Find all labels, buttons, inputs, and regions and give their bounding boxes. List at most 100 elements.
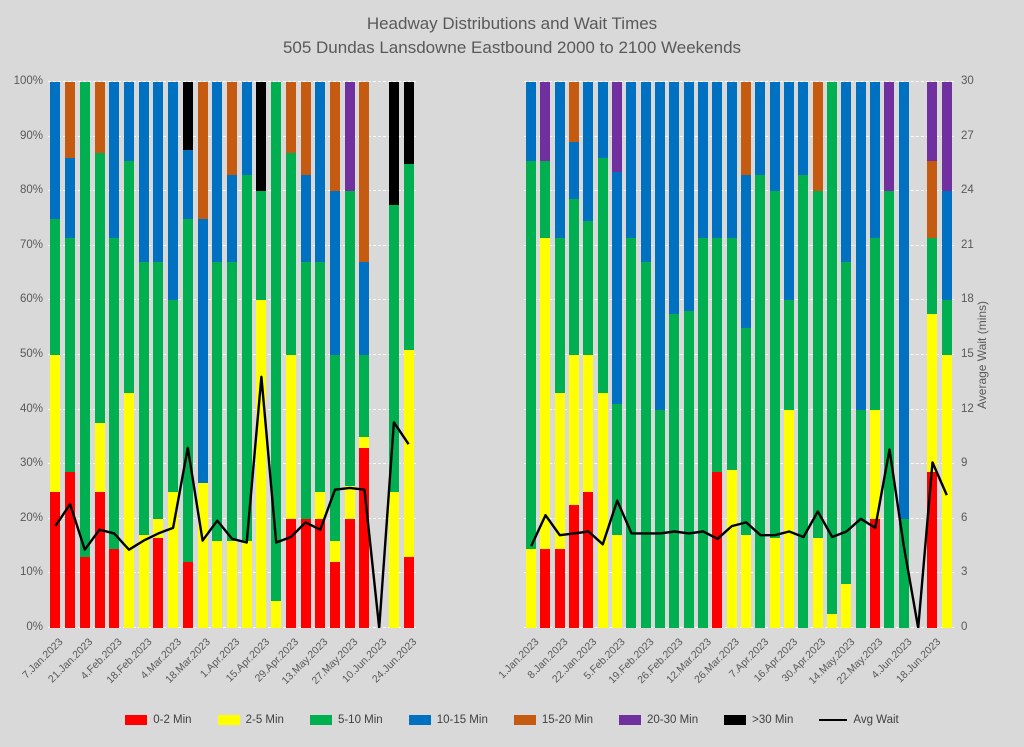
left-axis-tick: 60% (19, 293, 43, 306)
segment-g (300, 262, 311, 519)
stacked-bar-7.Jan.2023 (50, 82, 61, 628)
segment-y (138, 535, 149, 628)
segment-o (330, 82, 341, 192)
right-axis-tick: 0 (961, 621, 968, 633)
segment-g (755, 174, 766, 628)
bar-slot (825, 82, 839, 628)
segment-g (212, 262, 223, 541)
segment-b (153, 82, 164, 263)
segment-y (554, 393, 565, 549)
stacked-bar-28.May.2023 (884, 82, 895, 628)
legend-color-swatch (309, 715, 332, 725)
segment-r (50, 491, 61, 628)
segment-g (94, 152, 105, 424)
segment-r (330, 562, 341, 628)
stacked-bar-4.Mar.2023 (168, 82, 179, 628)
stacked-bar-27.May.2023 (344, 82, 355, 628)
stacked-bar-25.Jun.2023 (941, 82, 952, 628)
bar-slot (48, 82, 63, 628)
segment-b (597, 82, 608, 159)
segment-g (841, 262, 852, 585)
left-axis-tick: 10% (19, 566, 43, 579)
segment-y (256, 300, 267, 628)
segment-b (898, 82, 909, 519)
segment-g (898, 518, 909, 628)
segment-g (138, 262, 149, 536)
segment-b (168, 82, 179, 301)
bar-slot (225, 82, 240, 628)
right-axis-tick: 21 (961, 238, 974, 251)
segment-k (182, 82, 193, 151)
segment-r (182, 562, 193, 628)
segment-y (769, 537, 780, 628)
right-axis-tick: 6 (961, 511, 968, 524)
chart-subtitle: 505 Dundas Lansdowne Eastbound 2000 to 2… (282, 38, 742, 57)
segment-b (315, 82, 326, 263)
bar-slot (682, 82, 696, 628)
segment-o (300, 82, 311, 175)
x-axis-labels-right: 1.Jan.2023 8.Jan.2023 22.Jan.2023 5.Feb.202… (496, 634, 954, 704)
segment-g (256, 191, 267, 301)
bar-slot (596, 82, 610, 628)
segment-b (755, 82, 766, 175)
bar-slot (696, 82, 710, 628)
bar-slot (897, 82, 911, 628)
bar-slot (624, 82, 638, 628)
segment-b (841, 82, 852, 263)
left-axis-tick: 30% (19, 457, 43, 470)
segment-y (540, 237, 551, 549)
bar-slot (210, 82, 225, 628)
bar-slot (882, 82, 896, 628)
segment-b (726, 82, 737, 238)
stacked-bar-5.Mar.2023 (683, 82, 694, 628)
bar-slot (239, 82, 254, 628)
legend-item-0-2 Min: 0-2 Min (125, 714, 192, 726)
segment-r (94, 491, 105, 628)
legend-label: 5-10 Min (337, 714, 383, 726)
segment-o (741, 82, 752, 175)
legend-item-Avg Wait: Avg Wait (819, 714, 899, 726)
segment-o (927, 161, 938, 238)
legend-item-2-5 Min: 2-5 Min (217, 714, 284, 726)
segment-g (784, 300, 795, 410)
bar-slot (328, 82, 343, 628)
segment-y (927, 314, 938, 473)
legend: 0-2 Min 2-5 Min 5-10 Min 10-15 Min 15-20 Min… (0, 714, 1024, 726)
stacked-bar-25.Feb.2023 (153, 82, 164, 628)
bar-slot (524, 82, 538, 628)
gridline (524, 408, 954, 410)
segment-r (870, 518, 881, 628)
stacked-bar-2.Jan.2023 (540, 82, 551, 628)
stacked-bar-6.May.2023 (300, 82, 311, 628)
legend-label: 15-20 Min (541, 714, 593, 726)
stacked-bar-18.Jun.2023 (927, 82, 938, 628)
stacked-bar-1.Jan.2023 (526, 82, 537, 628)
gridline (524, 190, 954, 192)
legend-color-swatch (513, 715, 536, 725)
segment-g (285, 153, 296, 356)
right-axis-tick: 27 (961, 129, 974, 142)
bar-slot (136, 82, 151, 628)
stacked-bar-19.Mar.2023 (712, 82, 723, 628)
segment-b (554, 82, 565, 238)
bar-slot (782, 82, 796, 628)
gridline (48, 81, 416, 82)
stacked-bar-9.Apr.2023 (769, 82, 780, 628)
legend-label: 10-15 Min (436, 714, 488, 726)
segment-r (540, 548, 551, 628)
stacked-bar-15.Jan.2023 (569, 82, 580, 628)
segment-y (726, 469, 737, 628)
segment-g (827, 82, 838, 615)
segment-b (683, 82, 694, 312)
segment-g (597, 158, 608, 394)
bar-slot (357, 82, 372, 628)
segment-g (726, 237, 737, 470)
segment-g (769, 191, 780, 538)
segment-b (741, 174, 752, 328)
segment-g (315, 262, 326, 492)
segment-r (927, 472, 938, 628)
stacked-bar-18.Mar.2023 (197, 82, 208, 628)
segment-r (569, 505, 580, 628)
segment-r (344, 518, 355, 628)
segment-y (870, 409, 881, 519)
